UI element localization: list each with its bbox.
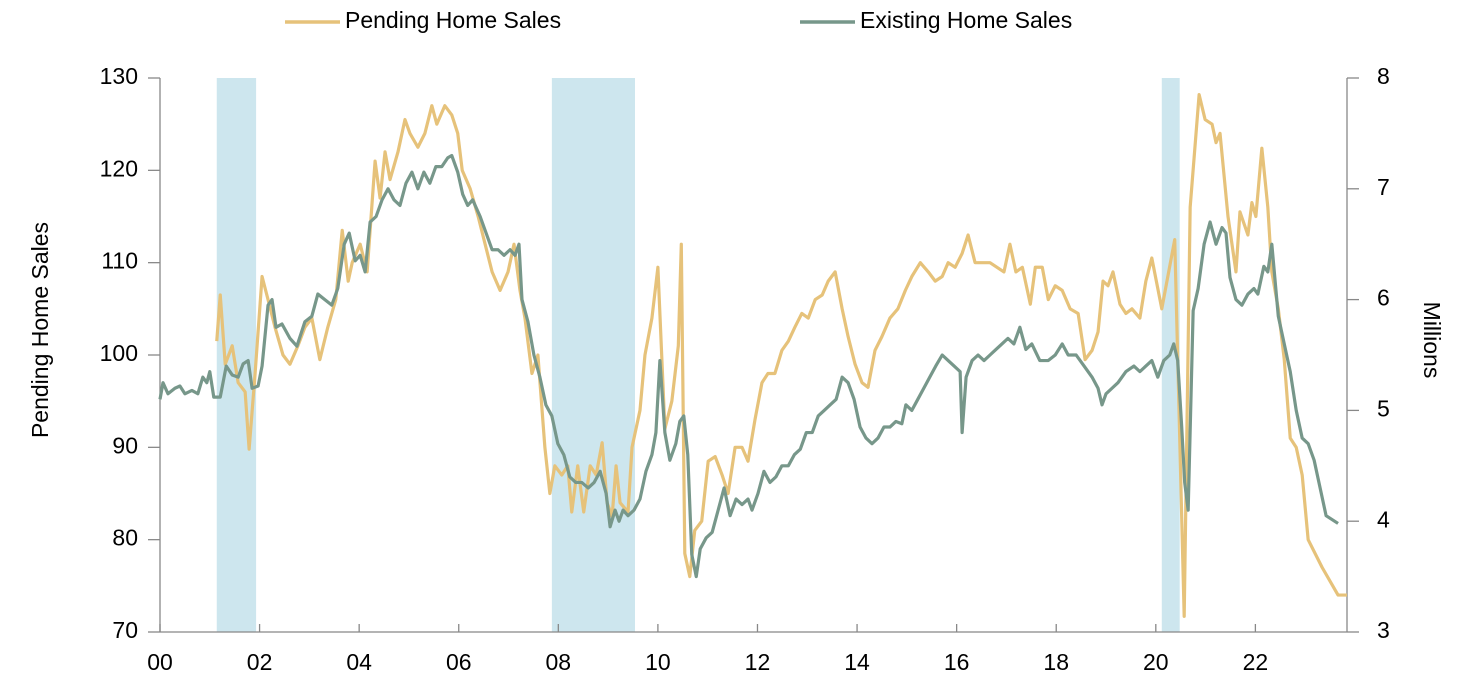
series-line — [215, 93, 1347, 618]
x-tick-label: 18 — [1043, 649, 1069, 675]
y2-tick-label: 7 — [1377, 174, 1390, 200]
y2-tick-label: 8 — [1377, 63, 1390, 89]
y-tick-label: 70 — [112, 617, 138, 643]
x-tick-label: 16 — [944, 649, 970, 675]
x-tick-label: 04 — [346, 649, 372, 675]
y-tick-label: 130 — [100, 63, 138, 89]
x-tick-label: 02 — [247, 649, 273, 675]
legend-label: Existing Home Sales — [860, 7, 1072, 33]
y-tick-label: 80 — [112, 525, 138, 551]
y2-tick-label: 6 — [1377, 285, 1390, 311]
x-tick-label: 20 — [1143, 649, 1169, 675]
series-line — [158, 153, 1339, 579]
y2-tick-label: 3 — [1377, 617, 1390, 643]
y-axis-label: Pending Home Sales — [27, 222, 53, 438]
x-tick-label: 22 — [1243, 649, 1269, 675]
y-tick-label: 110 — [101, 248, 138, 274]
recession-band — [216, 78, 257, 632]
recession-band — [551, 78, 635, 632]
legend-label: Pending Home Sales — [345, 7, 561, 33]
x-tick-label: 14 — [844, 649, 870, 675]
x-tick-label: 06 — [446, 649, 472, 675]
x-tick-label: 12 — [745, 649, 771, 675]
y-tick-label: 100 — [100, 340, 138, 366]
y-tick-label: 120 — [100, 155, 138, 181]
x-tick-label: 08 — [546, 649, 572, 675]
x-tick-label: 00 — [147, 649, 173, 675]
y2-axis-label: Millions — [1419, 302, 1445, 379]
y-tick-label: 90 — [112, 432, 138, 458]
y2-tick-label: 4 — [1377, 506, 1390, 532]
x-tick-label: 10 — [645, 649, 671, 675]
y2-tick-label: 5 — [1377, 395, 1390, 421]
